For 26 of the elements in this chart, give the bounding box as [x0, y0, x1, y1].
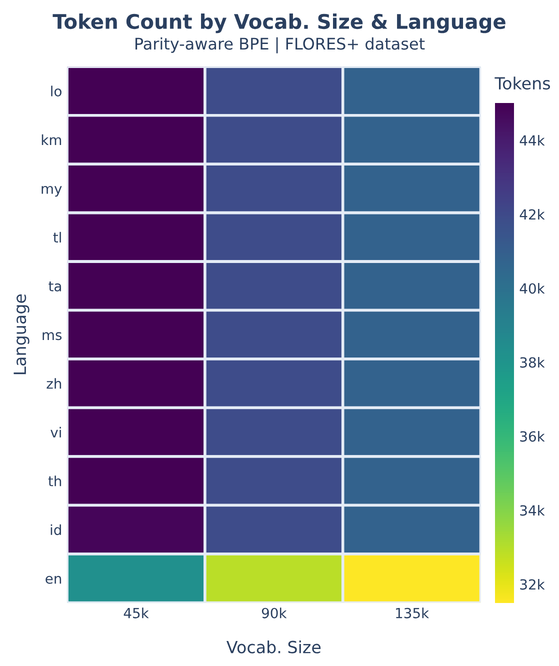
color-bar-label: 44k — [520, 134, 545, 146]
y-tick-label: km — [42, 134, 62, 145]
chart-subtitle: Parity-aware BPE | FLORES+ dataset — [136, 37, 425, 54]
x-axis-title: Vocab. Size — [226, 640, 321, 654]
color-bar-label: 36k — [520, 430, 545, 442]
y-tick-label: vi — [50, 426, 61, 438]
color-bar-title: Tokens — [494, 76, 550, 90]
y-tick-label: th — [48, 476, 62, 486]
y-tick-label: id — [50, 524, 61, 536]
y-tick-label: en — [46, 576, 62, 584]
chart-title: Token Count by Vocab. Size & Language — [52, 13, 506, 34]
x-tick-label: 45k — [124, 608, 149, 618]
color-bar-label: 34k — [520, 504, 545, 516]
color-bar-label: 38k — [520, 356, 545, 368]
color-bar-label: 32k — [520, 578, 545, 590]
y-tick-label: ms — [42, 332, 62, 340]
y-tick-label: lo — [51, 86, 62, 96]
y-axis-title: Language — [14, 294, 30, 374]
x-tick-label: 135k — [396, 608, 430, 618]
color-bar-label: 40k — [520, 282, 545, 294]
y-tick-label: my — [42, 186, 62, 197]
x-tick-label: 90k — [262, 608, 287, 618]
y-tick-label: tl — [53, 232, 61, 242]
y-tick-label: zh — [46, 378, 62, 389]
color-bar-label: 42k — [520, 208, 545, 220]
y-tick-label: ta — [48, 281, 61, 292]
